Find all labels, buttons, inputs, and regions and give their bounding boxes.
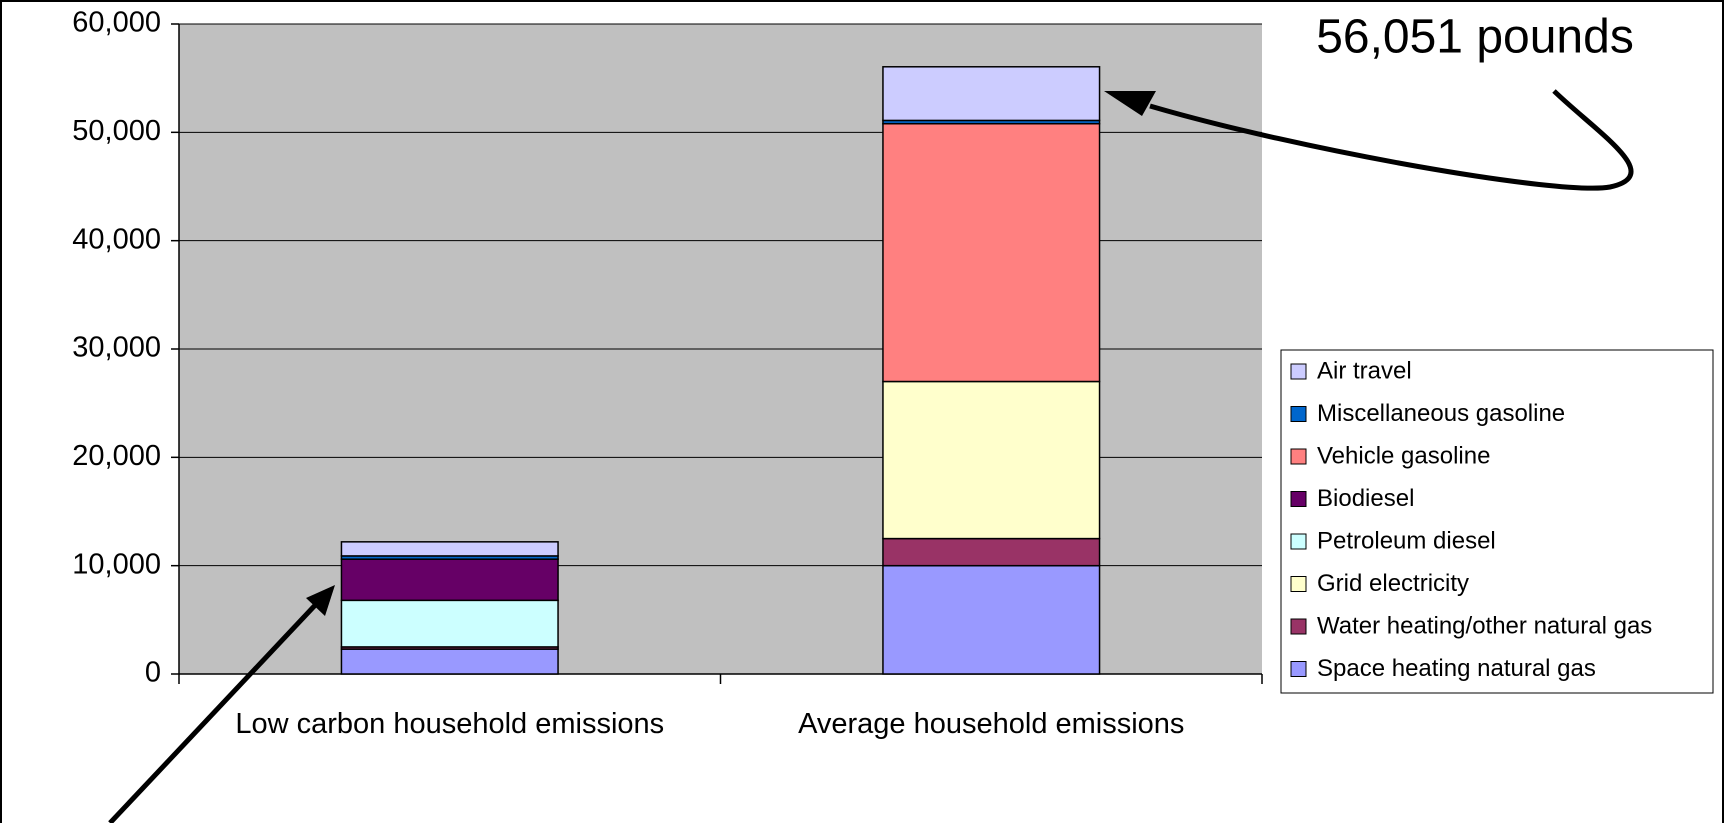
- legend-label: Space heating natural gas: [1317, 655, 1596, 682]
- y-tick-label: 50,000: [72, 115, 161, 147]
- legend-label: Grid electricity: [1317, 570, 1469, 597]
- annotation: 56,051 pounds: [1316, 11, 1634, 64]
- legend-swatch: [1290, 533, 1307, 550]
- bar-segment: [340, 558, 559, 602]
- legend-label: Water heating/other natural gas: [1317, 612, 1652, 639]
- legend-swatch: [1290, 491, 1307, 507]
- pointer-arrow: [108, 598, 322, 823]
- bar-segment: [882, 122, 1101, 383]
- legend-swatch: [1290, 576, 1307, 592]
- arrow-head: [306, 585, 335, 616]
- bar-segment: [882, 564, 1101, 675]
- legend-swatch: [1290, 448, 1307, 465]
- bar-segment: [340, 648, 559, 675]
- plot-area: 0 10,000 20,000 30,000 40,000 50,000 60,000 Spa…: [72, 7, 1714, 694]
- x-tick-label: Low carbon household emissions: [235, 708, 665, 740]
- legend-swatch: [1290, 406, 1307, 422]
- annotation-arrow: [1149, 89, 1634, 191]
- y-tick-label: 10,000: [72, 548, 161, 580]
- y-tick-label: 60,000: [72, 7, 161, 39]
- legend-swatch: [1290, 661, 1307, 677]
- legend-label: Air travel: [1317, 357, 1412, 384]
- bar-segment: [882, 537, 1101, 567]
- legend-label: Miscellaneous gasoline: [1317, 400, 1565, 427]
- legend-swatch: [1290, 363, 1307, 380]
- y-tick-label: 20,000: [72, 440, 161, 472]
- y-tick-label: 30,000: [72, 332, 161, 364]
- legend-box: [1280, 349, 1714, 694]
- legend-label: Vehicle gasoline: [1317, 442, 1490, 469]
- y-tick-label: 0: [145, 657, 161, 689]
- arrow-head: [1104, 91, 1156, 116]
- bar-segment: [340, 599, 559, 648]
- y-tick-label: 40,000: [72, 223, 161, 255]
- bar-segment: [882, 66, 1101, 122]
- x-tick-label: Average household emissions: [798, 708, 1185, 740]
- legend-label: Petroleum diesel: [1317, 527, 1496, 554]
- bar-segment: [340, 541, 559, 557]
- legend-swatch: [1290, 618, 1307, 635]
- legend-label: Biodiesel: [1317, 485, 1414, 512]
- bar-segment: [882, 380, 1101, 540]
